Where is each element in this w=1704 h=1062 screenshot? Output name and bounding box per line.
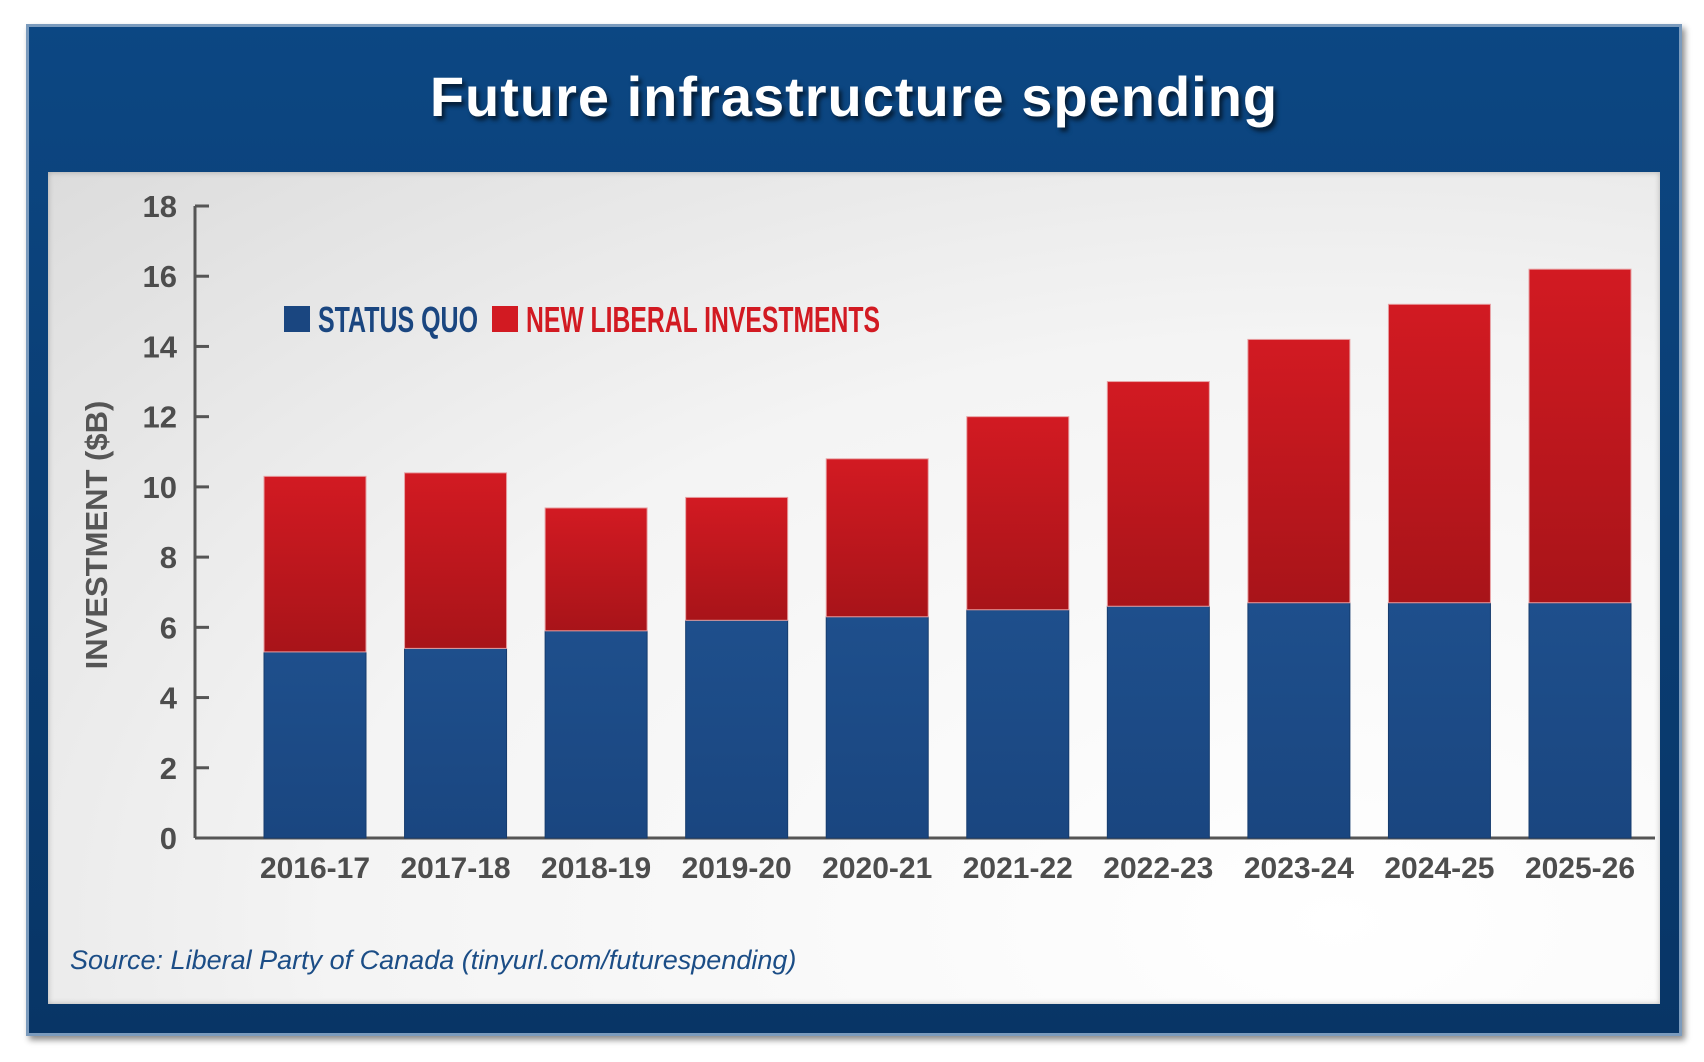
- bar-status-quo: [966, 609, 1070, 839]
- bar-status-quo: [685, 619, 789, 839]
- y-tick-label: 8: [160, 540, 177, 575]
- y-tick-label: 16: [143, 259, 177, 294]
- y-tick-label: 14: [143, 329, 178, 364]
- y-tick-label: 10: [143, 470, 177, 505]
- y-tick-label: 18: [143, 189, 177, 224]
- chart-title: Future infrastructure spending: [429, 65, 1279, 128]
- x-tick-label: 2018-19: [541, 852, 651, 885]
- y-axis-title: INVESTMENT ($B): [79, 401, 114, 670]
- bar-status-quo: [1106, 605, 1210, 839]
- x-tick-label: 2019-20: [682, 852, 792, 885]
- x-tick-label: 2021-22: [963, 852, 1073, 885]
- legend-label-new-liberal: NEW LIBERAL INVESTMENTS: [526, 299, 880, 340]
- bar-status-quo: [825, 616, 929, 839]
- bar-new-liberal: [685, 496, 789, 621]
- x-tick-label: 2023-24: [1244, 852, 1354, 885]
- y-tick-label: 0: [160, 821, 177, 856]
- legend-swatch-new-liberal: [492, 306, 518, 332]
- source-note: Source: Liberal Party of Canada (tinyurl…: [70, 945, 797, 975]
- bar-status-quo: [544, 630, 648, 839]
- y-tick-label: 6: [160, 610, 177, 645]
- legend-swatch-status-quo: [284, 306, 310, 332]
- bar-new-liberal: [544, 507, 648, 632]
- y-tick-label: 2: [160, 751, 177, 786]
- x-tick-label: 2022-23: [1103, 852, 1213, 885]
- y-tick-label: 4: [160, 681, 178, 716]
- y-tick-label: 12: [143, 400, 177, 435]
- x-tick-label: 2024-25: [1384, 852, 1494, 885]
- x-tick-label: 2020-21: [822, 852, 932, 885]
- bar-status-quo: [1247, 602, 1351, 839]
- bar-new-liberal: [825, 458, 929, 618]
- bar-status-quo: [1387, 602, 1491, 839]
- bar-new-liberal: [263, 475, 367, 653]
- bar-new-liberal: [1247, 338, 1351, 604]
- bar-new-liberal: [404, 472, 508, 649]
- legend-label-status-quo: STATUS QUO: [318, 299, 478, 340]
- bar-status-quo: [404, 647, 508, 839]
- x-tick-label: 2016-17: [260, 852, 370, 885]
- bar-new-liberal: [966, 416, 1070, 611]
- bar-new-liberal: [1106, 381, 1210, 607]
- bar-status-quo: [263, 651, 367, 839]
- x-tick-label: 2025-26: [1525, 852, 1635, 885]
- bar-new-liberal: [1528, 268, 1632, 604]
- bar-status-quo: [1528, 602, 1632, 839]
- x-tick-label: 2017-18: [401, 852, 511, 885]
- bar-new-liberal: [1387, 303, 1491, 604]
